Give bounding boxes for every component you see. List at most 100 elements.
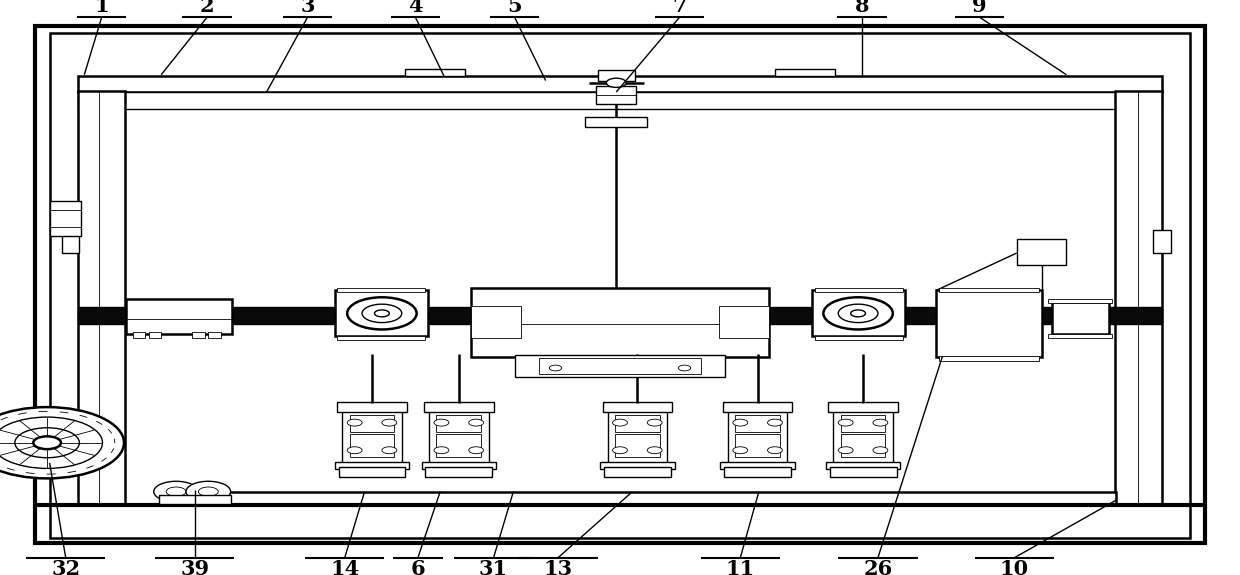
Text: 14: 14	[330, 559, 360, 575]
Circle shape	[647, 419, 662, 426]
Bar	[342, 408, 402, 463]
Bar	[50, 201, 81, 236]
Bar	[337, 402, 407, 412]
Bar	[337, 288, 425, 292]
Bar	[841, 415, 885, 432]
Bar	[339, 467, 405, 477]
Text: 2: 2	[200, 0, 215, 16]
Circle shape	[347, 447, 362, 454]
Bar	[604, 467, 671, 477]
Text: 32: 32	[51, 559, 81, 575]
Circle shape	[347, 297, 417, 329]
Circle shape	[647, 447, 662, 454]
Bar	[603, 402, 672, 412]
Text: 39: 39	[180, 559, 210, 575]
Circle shape	[154, 481, 198, 502]
Bar	[828, 402, 898, 412]
Circle shape	[838, 304, 878, 323]
Circle shape	[0, 407, 124, 478]
Bar	[208, 332, 221, 338]
Bar	[78, 92, 1162, 109]
Bar	[539, 358, 701, 374]
Bar	[78, 91, 125, 505]
Bar	[515, 355, 725, 377]
Circle shape	[434, 419, 449, 426]
Circle shape	[838, 419, 853, 426]
Text: 31: 31	[479, 559, 508, 575]
Bar	[1153, 230, 1171, 253]
Bar	[471, 288, 769, 356]
Bar	[78, 307, 1162, 324]
Bar	[335, 290, 428, 336]
Circle shape	[838, 447, 853, 454]
Bar	[186, 492, 1116, 504]
Bar	[422, 462, 496, 469]
Bar	[826, 462, 900, 469]
Bar	[815, 336, 903, 340]
Bar	[350, 434, 394, 457]
Text: 3: 3	[300, 0, 315, 16]
Bar	[424, 402, 494, 412]
Bar	[833, 408, 893, 463]
Bar	[337, 336, 425, 340]
Bar	[608, 408, 667, 463]
Bar	[149, 332, 161, 338]
Circle shape	[733, 447, 748, 454]
Text: 9: 9	[972, 0, 987, 16]
Text: 6: 6	[410, 559, 425, 575]
Bar	[335, 462, 409, 469]
Bar	[728, 408, 787, 463]
Text: 8: 8	[854, 0, 869, 16]
Bar	[598, 70, 635, 80]
Bar	[720, 462, 795, 469]
Bar	[350, 415, 394, 432]
Bar	[159, 495, 231, 504]
Bar	[830, 467, 897, 477]
Circle shape	[362, 304, 402, 323]
Text: 10: 10	[999, 559, 1029, 575]
Bar	[50, 33, 1190, 538]
Bar	[1052, 302, 1109, 333]
Circle shape	[166, 487, 186, 496]
Circle shape	[186, 481, 231, 502]
Circle shape	[33, 436, 61, 449]
Text: 1: 1	[94, 0, 109, 16]
Text: 11: 11	[725, 559, 755, 575]
Bar	[429, 408, 489, 463]
Bar	[812, 290, 905, 336]
Circle shape	[0, 417, 103, 469]
Circle shape	[768, 447, 782, 454]
Circle shape	[873, 419, 888, 426]
Circle shape	[382, 447, 397, 454]
Bar	[615, 415, 660, 432]
Bar	[1048, 334, 1112, 338]
Bar	[936, 290, 1042, 356]
Circle shape	[678, 365, 691, 371]
Bar	[471, 306, 521, 338]
Bar	[719, 306, 769, 338]
Text: 5: 5	[507, 0, 522, 16]
Bar	[596, 86, 636, 104]
Bar	[436, 415, 481, 432]
Bar	[1017, 239, 1066, 264]
Bar	[133, 332, 145, 338]
Circle shape	[434, 447, 449, 454]
Text: 4: 4	[408, 0, 423, 16]
Bar	[78, 76, 1162, 92]
Bar	[939, 356, 1039, 361]
Bar	[775, 69, 835, 76]
Circle shape	[873, 447, 888, 454]
Bar	[615, 434, 660, 457]
Circle shape	[606, 78, 626, 87]
Circle shape	[347, 419, 362, 426]
Circle shape	[198, 487, 218, 496]
Bar	[735, 415, 780, 432]
Circle shape	[733, 419, 748, 426]
Bar	[126, 299, 232, 333]
Bar	[735, 434, 780, 457]
Bar	[192, 332, 205, 338]
Circle shape	[15, 428, 79, 458]
Bar	[723, 402, 792, 412]
Circle shape	[382, 419, 397, 426]
Bar	[585, 117, 647, 126]
